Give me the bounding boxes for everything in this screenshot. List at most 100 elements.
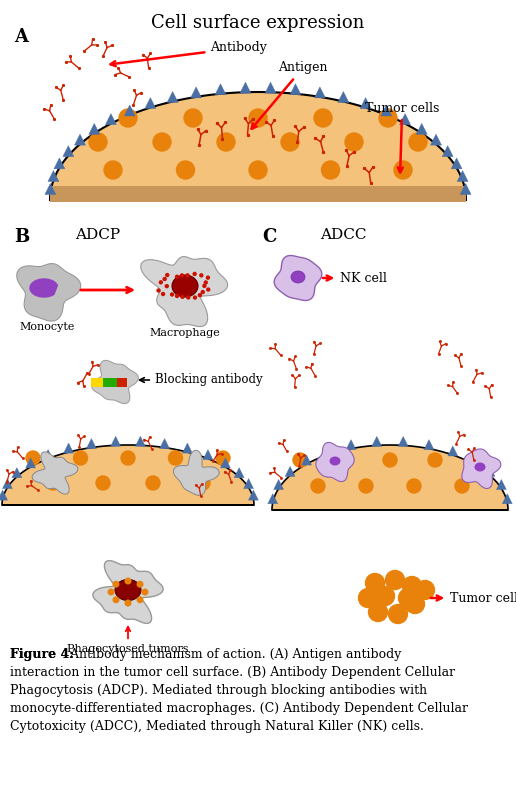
Polygon shape — [502, 493, 512, 504]
Text: Figure 4:: Figure 4: — [10, 648, 74, 661]
Circle shape — [107, 589, 115, 596]
Circle shape — [156, 288, 161, 293]
Polygon shape — [3, 478, 12, 489]
Text: interaction in the tumor cell surface. (B) Antibody Dependent Cellular: interaction in the tumor cell surface. (… — [10, 666, 455, 679]
Circle shape — [359, 589, 378, 608]
Polygon shape — [451, 158, 462, 169]
Polygon shape — [302, 455, 312, 465]
Circle shape — [180, 294, 185, 299]
Bar — [103, 378, 117, 387]
Polygon shape — [248, 490, 259, 500]
Circle shape — [249, 109, 267, 127]
Polygon shape — [240, 82, 251, 93]
Polygon shape — [111, 436, 121, 446]
Polygon shape — [50, 92, 466, 200]
Polygon shape — [398, 437, 408, 446]
Circle shape — [385, 571, 405, 589]
Bar — [91, 378, 103, 387]
Polygon shape — [93, 560, 163, 623]
Circle shape — [73, 451, 88, 465]
Circle shape — [202, 283, 206, 288]
Text: Cytotoxicity (ADCC), Mediated through Natural Killer (NK) cells.: Cytotoxicity (ADCC), Mediated through Na… — [10, 720, 424, 733]
Circle shape — [281, 133, 299, 151]
Polygon shape — [203, 449, 213, 460]
Polygon shape — [268, 493, 278, 504]
Text: Antibody mechanism of action. (A) Antigen antibody: Antibody mechanism of action. (A) Antige… — [62, 648, 401, 661]
Polygon shape — [338, 91, 349, 102]
Polygon shape — [316, 442, 354, 482]
Polygon shape — [424, 440, 434, 449]
Circle shape — [119, 109, 137, 127]
Circle shape — [311, 479, 325, 493]
Circle shape — [216, 451, 230, 465]
Circle shape — [198, 293, 202, 297]
Polygon shape — [43, 449, 53, 460]
Circle shape — [394, 161, 412, 179]
Polygon shape — [48, 171, 59, 182]
Circle shape — [89, 133, 107, 151]
Polygon shape — [496, 479, 506, 490]
Polygon shape — [322, 446, 332, 456]
Circle shape — [293, 453, 307, 467]
Circle shape — [161, 292, 165, 296]
Polygon shape — [485, 467, 495, 476]
Circle shape — [46, 476, 60, 490]
Circle shape — [407, 479, 421, 493]
Circle shape — [379, 109, 397, 127]
Circle shape — [398, 589, 417, 608]
Circle shape — [146, 476, 160, 490]
Text: Phagocytosis (ADCP). Mediated through blocking antibodies with: Phagocytosis (ADCP). Mediated through bl… — [10, 684, 427, 697]
Polygon shape — [244, 478, 253, 489]
Polygon shape — [63, 443, 74, 453]
Polygon shape — [442, 146, 453, 157]
Circle shape — [409, 133, 427, 151]
Polygon shape — [430, 134, 442, 145]
Circle shape — [473, 453, 487, 467]
Polygon shape — [167, 91, 178, 102]
Polygon shape — [215, 83, 226, 94]
Text: Figure 4:: Figure 4: — [10, 648, 74, 661]
Text: Tumor cells death: Tumor cells death — [431, 592, 516, 604]
Circle shape — [165, 273, 169, 277]
Circle shape — [359, 479, 373, 493]
Text: Antigen: Antigen — [252, 61, 328, 129]
Polygon shape — [381, 105, 392, 116]
Circle shape — [368, 603, 388, 622]
Circle shape — [104, 161, 122, 179]
Circle shape — [141, 589, 149, 596]
Circle shape — [137, 581, 143, 588]
Text: B: B — [14, 228, 29, 246]
Polygon shape — [87, 438, 96, 449]
Polygon shape — [124, 105, 135, 116]
Circle shape — [158, 280, 163, 285]
Circle shape — [186, 295, 190, 300]
Text: Blocking antibody: Blocking antibody — [140, 374, 263, 386]
Polygon shape — [314, 87, 326, 98]
Polygon shape — [141, 257, 228, 327]
Ellipse shape — [291, 271, 305, 283]
Polygon shape — [346, 440, 356, 449]
Polygon shape — [17, 264, 80, 321]
Circle shape — [175, 275, 179, 279]
Circle shape — [196, 476, 210, 490]
Circle shape — [376, 586, 395, 605]
Polygon shape — [416, 124, 427, 135]
Circle shape — [338, 453, 352, 467]
Circle shape — [199, 273, 203, 278]
Text: A: A — [14, 28, 28, 46]
Polygon shape — [448, 446, 458, 456]
Circle shape — [314, 109, 332, 127]
Circle shape — [112, 581, 120, 588]
Circle shape — [192, 272, 197, 276]
Circle shape — [204, 280, 208, 285]
Circle shape — [176, 161, 195, 179]
Circle shape — [185, 273, 190, 278]
Circle shape — [112, 597, 120, 604]
Polygon shape — [92, 360, 138, 404]
Circle shape — [217, 133, 235, 151]
Text: Tumor cells: Tumor cells — [365, 102, 440, 172]
Circle shape — [206, 275, 210, 280]
Polygon shape — [12, 467, 22, 478]
Text: NK cell: NK cell — [323, 272, 387, 284]
Text: monocyte-differentiated macrophages. (C) Antibody Dependent Cellular: monocyte-differentiated macrophages. (C)… — [10, 702, 468, 715]
